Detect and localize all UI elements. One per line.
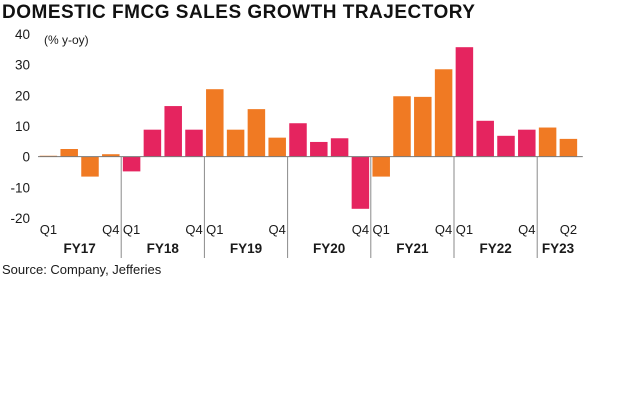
quarter-label: Q4 bbox=[102, 222, 119, 237]
bar bbox=[455, 47, 474, 157]
chart-title: DOMESTIC FMCG SALES GROWTH TRAJECTORY bbox=[2, 2, 476, 23]
bar bbox=[122, 156, 141, 172]
bar bbox=[518, 129, 536, 157]
y-tick-label: 30 bbox=[15, 58, 30, 73]
bar bbox=[60, 149, 78, 157]
quarter-label: Q1 bbox=[456, 222, 473, 237]
fiscal-year-label: FY21 bbox=[396, 241, 429, 256]
fiscal-year-label: FY19 bbox=[230, 241, 262, 256]
quarter-label: Q4 bbox=[435, 222, 452, 237]
y-axis-label: (% y-oy) bbox=[44, 33, 89, 47]
quarter-label: Q1 bbox=[373, 222, 390, 237]
bar bbox=[81, 156, 99, 177]
bar bbox=[247, 109, 266, 157]
y-tick-label: 0 bbox=[22, 150, 30, 165]
bar bbox=[310, 141, 328, 157]
source-note: Source: Company, Jefferies bbox=[2, 262, 162, 277]
y-tick-label: -20 bbox=[10, 211, 30, 226]
bar bbox=[268, 137, 286, 157]
bar bbox=[351, 156, 370, 209]
bar bbox=[206, 89, 224, 157]
fiscal-year-label: FY18 bbox=[147, 241, 180, 256]
fiscal-year-label: FY22 bbox=[479, 241, 511, 256]
bar bbox=[372, 156, 390, 177]
bar bbox=[434, 69, 453, 157]
bar bbox=[164, 106, 182, 157]
quarter-label: Q4 bbox=[518, 222, 535, 237]
y-axis-ticks: -20 -10 0 10 20 30 40 bbox=[10, 27, 30, 226]
quarter-label: Q1 bbox=[40, 222, 57, 237]
y-tick-label: 20 bbox=[15, 88, 30, 103]
bar bbox=[226, 129, 245, 157]
quarter-label: Q1 bbox=[206, 222, 223, 237]
quarter-label: Q4 bbox=[352, 222, 369, 237]
bar bbox=[559, 138, 578, 157]
bar bbox=[143, 129, 162, 157]
fiscal-year-label: FY20 bbox=[313, 241, 345, 256]
quarter-label: Q2 bbox=[560, 222, 577, 237]
bar bbox=[414, 96, 432, 157]
bar bbox=[476, 120, 494, 157]
y-tick-label: 40 bbox=[15, 27, 30, 42]
fiscal-year-label: FY23 bbox=[542, 241, 575, 256]
bar bbox=[393, 96, 411, 157]
bar bbox=[538, 127, 557, 157]
y-tick-label: -10 bbox=[10, 180, 30, 195]
bar bbox=[497, 135, 515, 157]
bars bbox=[39, 47, 578, 209]
bar bbox=[102, 154, 120, 157]
bar bbox=[289, 123, 307, 157]
quarter-label: Q4 bbox=[185, 222, 202, 237]
y-tick-label: 10 bbox=[15, 119, 30, 134]
bar bbox=[330, 138, 349, 157]
fiscal-year-label: FY17 bbox=[63, 241, 95, 256]
fiscal-year-separators bbox=[120, 156, 538, 258]
bar bbox=[185, 129, 203, 157]
x-axis-labels: Q1 Q4 Q1 Q4 Q1 Q4 Q4 Q1 Q4 Q1 Q4 Q2 FY17 FY18 FY19 FY20… bbox=[40, 222, 577, 256]
quarter-label: Q1 bbox=[123, 222, 140, 237]
quarter-label: Q4 bbox=[269, 222, 286, 237]
